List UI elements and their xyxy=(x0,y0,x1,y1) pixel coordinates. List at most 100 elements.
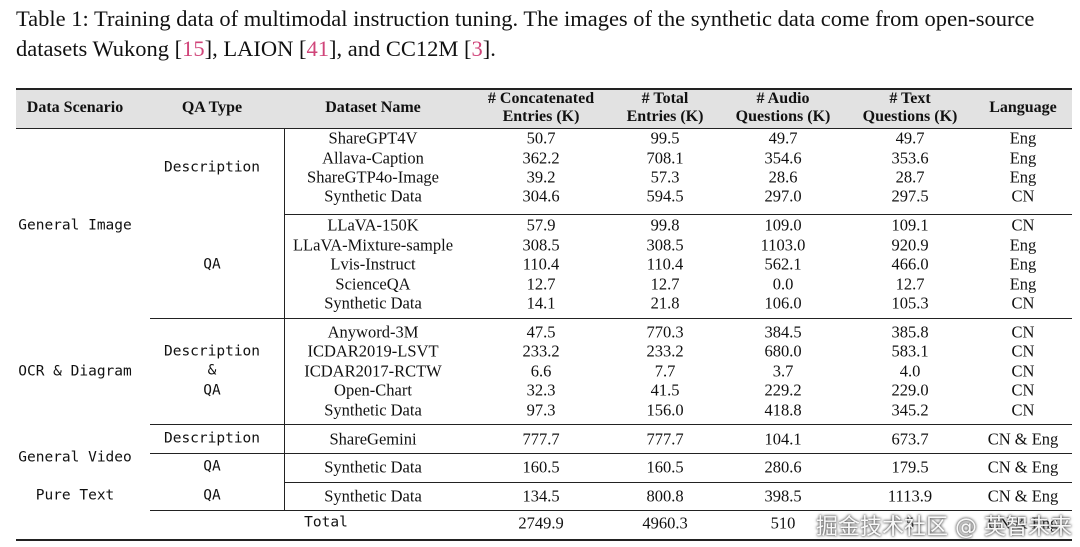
value-cell: 49.7 xyxy=(768,128,798,148)
citation-link[interactable]: 41 xyxy=(306,36,330,61)
value-cell: 777.7 xyxy=(522,429,560,449)
language-cell: Eng xyxy=(1009,167,1037,187)
column-header-line: Language xyxy=(989,99,1057,116)
dataset-name-cell: Allava-Caption xyxy=(322,148,424,168)
group-rule xyxy=(150,510,1072,511)
value-cell: 104.1 xyxy=(764,429,802,449)
total-value-cell: 2749.9 xyxy=(518,513,564,533)
value-cell: 49.7 xyxy=(895,128,925,148)
qa-type-label: & xyxy=(207,362,217,379)
language-cell: Eng xyxy=(1009,148,1037,168)
bottom-rule xyxy=(16,539,1072,541)
value-cell: 229.0 xyxy=(891,380,929,400)
value-cell: 57.3 xyxy=(650,167,680,187)
value-cell: 583.1 xyxy=(891,341,929,361)
value-cell: 110.4 xyxy=(646,254,684,274)
qa-type-label: Description xyxy=(163,430,261,447)
value-cell: 7.7 xyxy=(654,361,676,381)
value-cell: 109.1 xyxy=(891,215,929,235)
language-cell: Eng xyxy=(1009,254,1037,274)
group-rule xyxy=(150,453,1072,454)
value-cell: 770.3 xyxy=(646,322,684,342)
column-header: QA Type xyxy=(182,99,242,117)
watermark: 掘金技术社区 @ 英智未来 xyxy=(816,515,1072,540)
dataset-name-cell: Lvis-Instruct xyxy=(330,254,416,274)
dataset-name-cell: ShareGPT4V xyxy=(328,128,418,148)
value-cell: 14.1 xyxy=(526,293,556,313)
caption-text-before: Table 1: Training data of multimodal ins… xyxy=(16,6,1035,61)
value-cell: 466.0 xyxy=(891,254,929,274)
value-cell: 106.0 xyxy=(764,293,802,313)
language-cell: CN & Eng xyxy=(987,429,1059,449)
value-cell: 134.5 xyxy=(522,486,560,506)
value-cell: 800.8 xyxy=(646,486,684,506)
value-cell: 160.5 xyxy=(646,457,684,477)
total-value-cell: 4960.3 xyxy=(642,513,688,533)
column-header: # Total Entries (K) xyxy=(627,90,704,126)
group-rule xyxy=(150,318,1072,319)
value-cell: 353.6 xyxy=(891,148,929,168)
data-table: Data Scenario QA Type Dataset Name # Concat… xyxy=(16,80,1072,542)
group-rule xyxy=(284,214,1072,215)
value-cell: 345.2 xyxy=(891,400,929,420)
dataset-name-cell: LLaVA-150K xyxy=(327,215,419,235)
table-caption: Table 1: Training data of multimodal ins… xyxy=(16,4,1072,64)
column-header-line: Questions (K) xyxy=(735,108,831,125)
header-background xyxy=(16,89,1072,128)
value-cell: 680.0 xyxy=(764,341,802,361)
value-cell: 354.6 xyxy=(764,148,802,168)
language-cell: CN xyxy=(1011,215,1035,235)
value-cell: 47.5 xyxy=(526,322,556,342)
data-scenario-label: Pure Text xyxy=(35,487,115,504)
column-header-line: Questions (K) xyxy=(862,108,958,125)
dataset-name-cell: ICDAR2019-LSVT xyxy=(307,341,439,361)
dataset-name-cell: ScienceQA xyxy=(335,274,411,294)
value-cell: 0.0 xyxy=(772,274,794,294)
column-header-line: # Total xyxy=(641,90,689,107)
header-rule xyxy=(16,128,1072,129)
column-header: # Concatenated Entries (K) xyxy=(488,90,594,126)
column-header-line: Entries (K) xyxy=(502,108,580,125)
value-cell: 3.7 xyxy=(772,361,794,381)
value-cell: 99.5 xyxy=(650,128,680,148)
top-rule xyxy=(16,88,1072,90)
value-cell: 21.8 xyxy=(650,293,680,313)
value-cell: 41.5 xyxy=(650,380,680,400)
value-cell: 385.8 xyxy=(891,322,929,342)
citation-link[interactable]: 15 xyxy=(182,36,205,61)
total-value-cell: 510 xyxy=(770,513,796,533)
dataset-name-cell: Synthetic Data xyxy=(324,293,422,313)
total-value-cell: 5 xyxy=(905,513,915,533)
qa-type-label: QA xyxy=(203,256,221,273)
column-header-line: # Text xyxy=(889,90,931,107)
value-cell: 233.2 xyxy=(646,341,684,361)
value-cell: 233.2 xyxy=(522,341,560,361)
language-cell: CN xyxy=(1011,186,1035,206)
value-cell: 179.5 xyxy=(891,457,929,477)
language-cell: Eng xyxy=(1009,274,1037,294)
caption-text-mid1: ], LAION [ xyxy=(204,36,307,61)
citation-link[interactable]: 3 xyxy=(471,36,483,61)
value-cell: 12.7 xyxy=(895,274,925,294)
value-cell: 99.8 xyxy=(650,215,680,235)
language-cell: CN xyxy=(1011,380,1035,400)
value-cell: 280.6 xyxy=(764,457,802,477)
value-cell: 562.1 xyxy=(764,254,802,274)
value-cell: 57.9 xyxy=(526,215,556,235)
value-cell: 105.3 xyxy=(891,293,929,313)
language-cell: CN & Eng xyxy=(987,457,1059,477)
data-scenario-label: General Video xyxy=(18,449,132,466)
value-cell: 777.7 xyxy=(646,429,684,449)
value-cell: 398.5 xyxy=(764,486,802,506)
dataset-name-cell: Synthetic Data xyxy=(324,186,422,206)
value-cell: 308.5 xyxy=(646,235,684,255)
dataset-name-cell: Synthetic Data xyxy=(324,486,422,506)
value-cell: 1103.0 xyxy=(760,235,806,255)
total-label: Total xyxy=(304,514,348,531)
language-cell: CN xyxy=(1011,361,1035,381)
dataset-name-cell: Anyword-3M xyxy=(327,322,419,342)
value-cell: 308.5 xyxy=(522,235,560,255)
total-value-cell: CN & Eng xyxy=(987,513,1059,533)
language-cell: CN & Eng xyxy=(987,486,1059,506)
language-cell: Eng xyxy=(1009,235,1037,255)
